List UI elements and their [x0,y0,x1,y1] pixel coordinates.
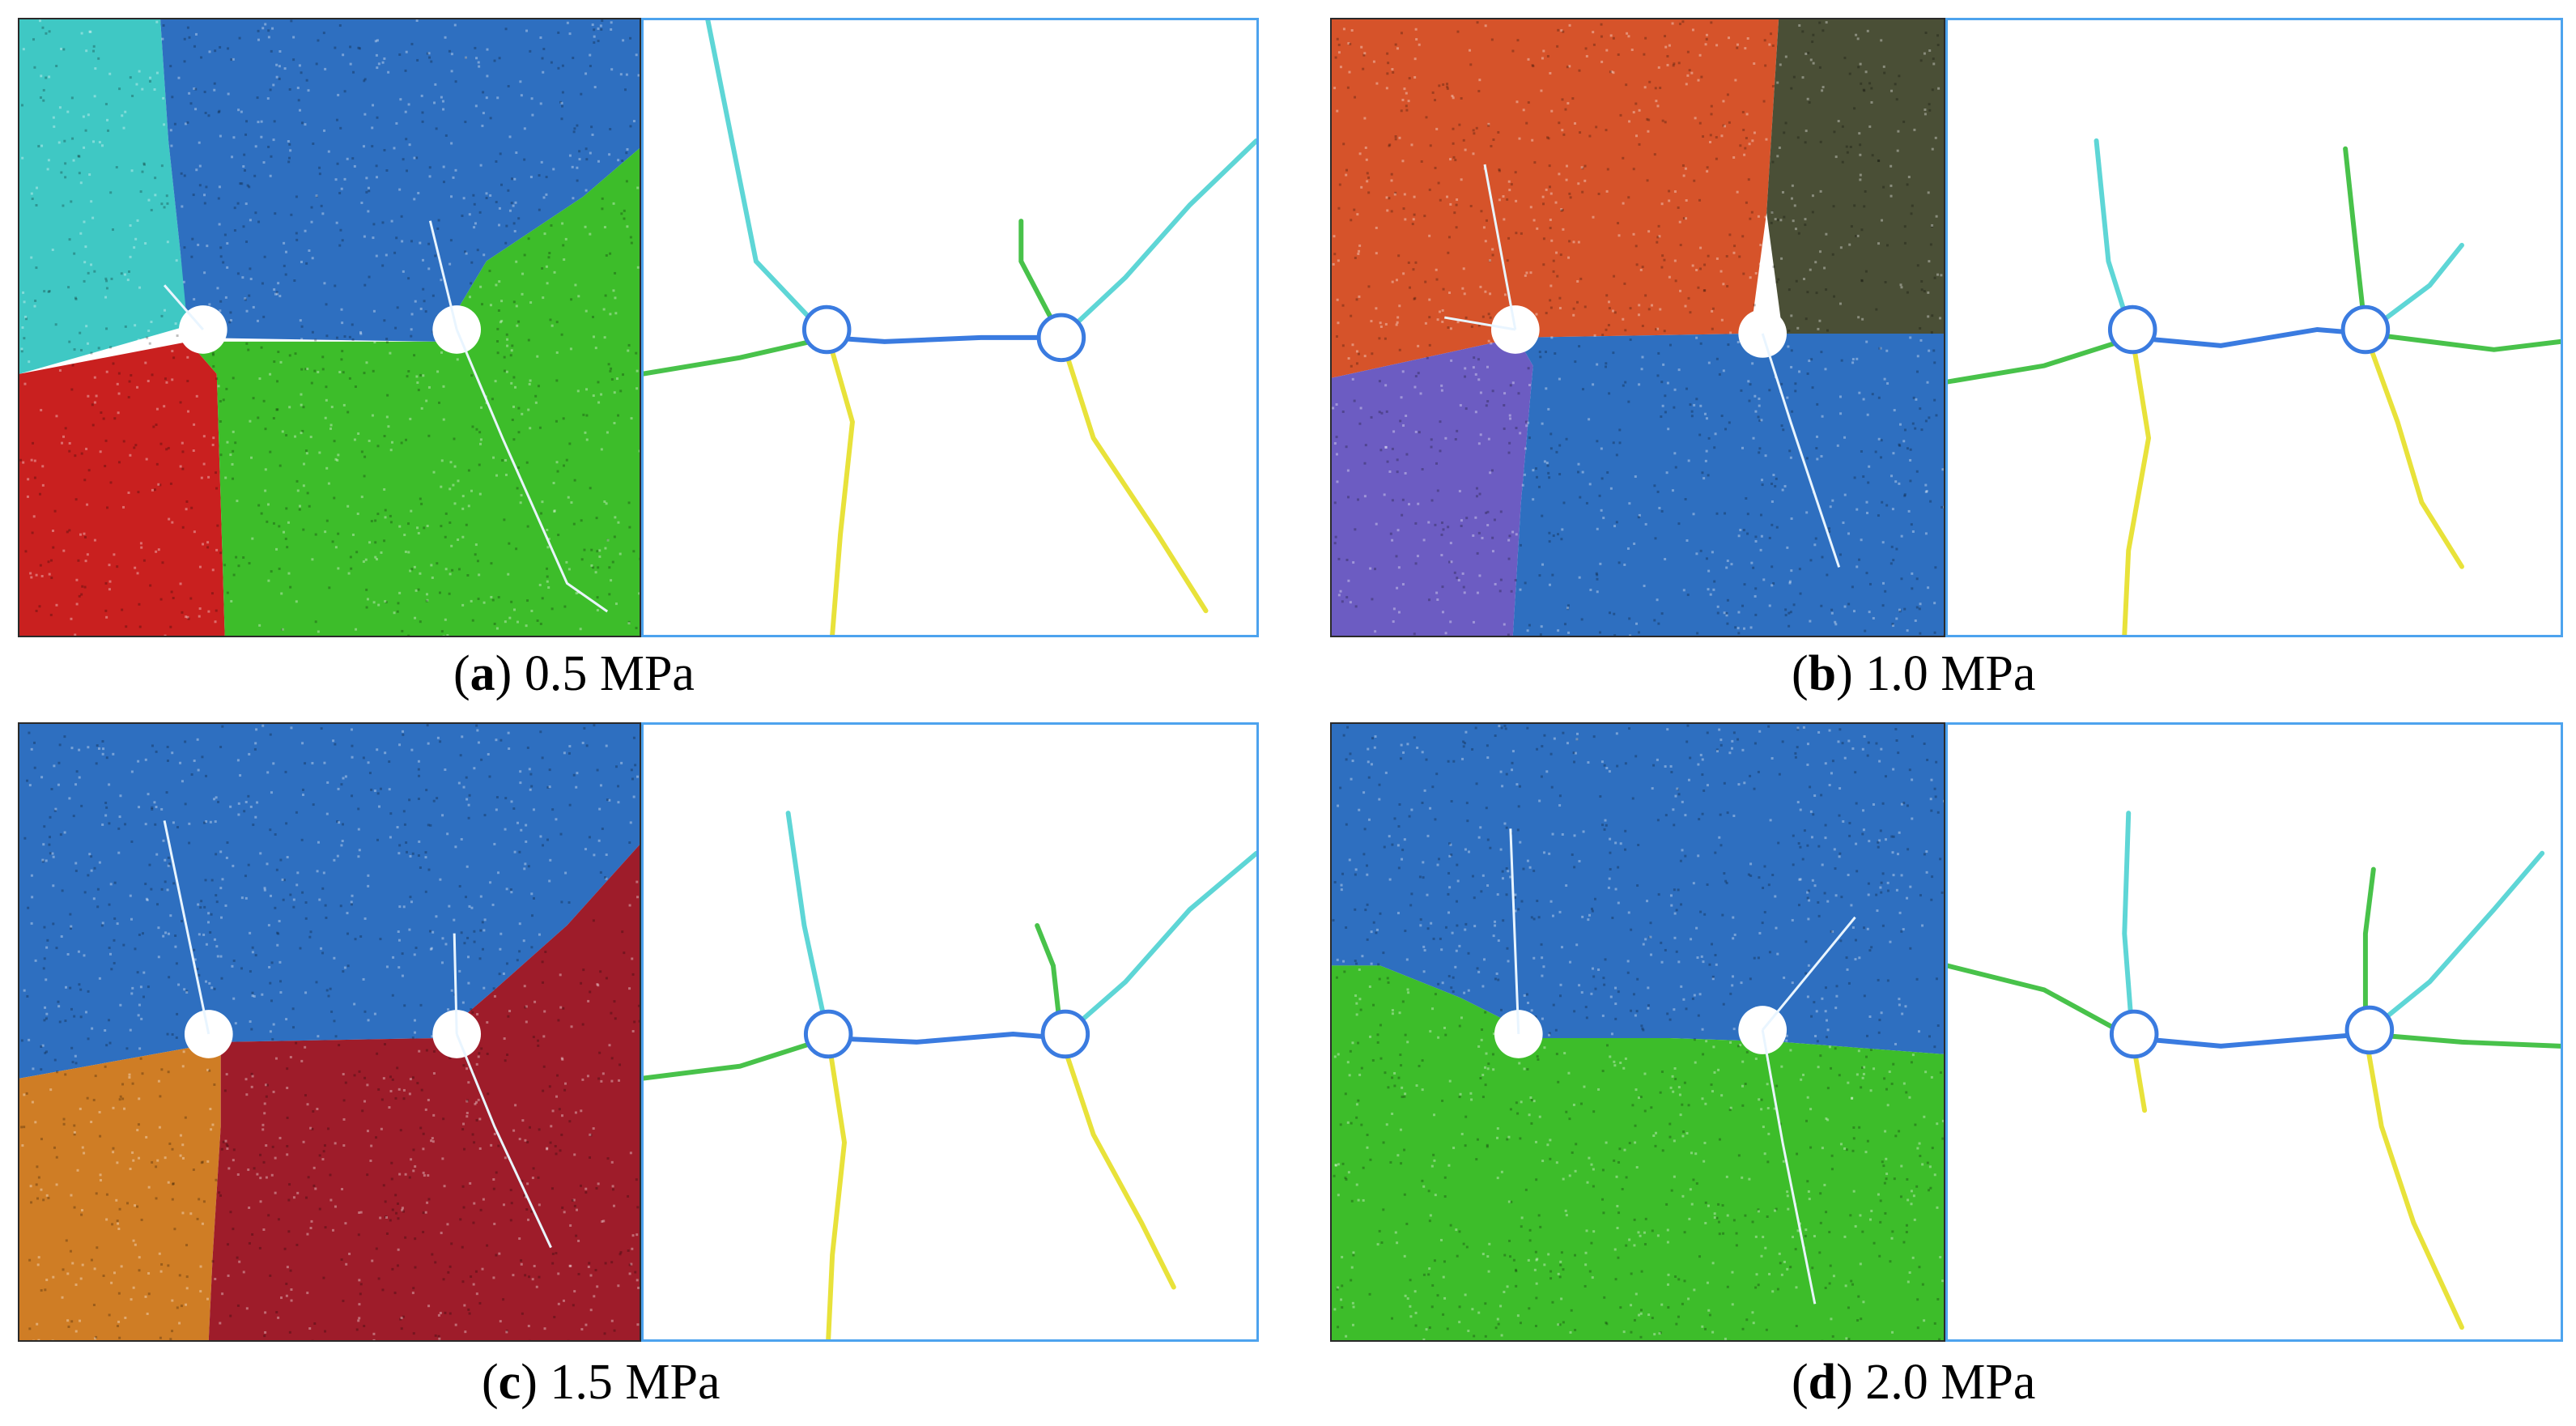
borehole-right [1738,309,1787,358]
grain-texture [1332,20,1944,636]
borehole-right-outline [2340,304,2391,355]
panel-b-caption: (b) 1.0 MPa [1792,646,2036,701]
fragment-bottom-left [19,1041,221,1340]
fragment-top-left [19,19,189,374]
borehole-right [1738,1006,1787,1054]
borehole-left-outline [2107,304,2157,355]
crack-trace [1444,164,1841,568]
panel-d-particle-model [1330,722,1945,1342]
borehole-left-outline [803,1009,853,1059]
borehole-right-outline [1040,1009,1090,1059]
borehole-left-outline [2109,1009,2159,1059]
fragment-bottom-right [208,845,640,1340]
borehole-left [1494,1010,1543,1058]
panel-a-caption: (a) 0.5 MPa [453,646,695,701]
panel-d-crack-map [1945,722,2563,1342]
panel-c-value: 1.5 MPa [550,1355,721,1410]
crack-network [644,811,1256,1339]
panel-a-letter: a [470,646,495,701]
panel-c-crack-map [641,722,1259,1342]
panel-c-particle-model [18,722,641,1342]
fragment-top-right [1766,19,1944,334]
crack-trace [1509,828,1856,1305]
fragment-bottom [1332,965,1944,1340]
grain-texture [20,724,640,1340]
panel-a-crack-map [641,18,1259,637]
panel-a-value: 0.5 MPa [524,646,695,701]
fragment-top-left [1332,19,1779,378]
crack-network [1948,811,2561,1330]
panel-b-letter: b [1808,646,1837,701]
panel-b-particle-model [1330,18,1945,637]
fragment-top-right [160,19,640,342]
panel-c-letter: c [498,1355,521,1410]
panel-d-caption: (d) 2.0 MPa [1792,1355,2036,1410]
fragment-bottom-left [19,341,225,636]
panel-b-value: 1.0 MPa [1865,646,2036,701]
panel-c-caption: (c) 1.5 MPa [482,1355,721,1410]
fragment-bottom-right [188,148,640,636]
borehole-left-outline [801,304,852,355]
borehole-left [184,1010,233,1058]
panel-d-letter: d [1808,1355,1837,1410]
fragment-top [1332,724,1944,1054]
crack-trace [163,220,609,613]
fragment-top [19,724,640,1079]
panel-a-particle-model [18,18,641,637]
crack-trace [163,820,552,1249]
crack-network [644,20,1256,635]
borehole-right-outline [2344,1005,2395,1055]
grain-texture [1332,724,1944,1340]
grain-texture [19,19,640,636]
fragment-bottom-right [1512,333,1944,636]
borehole-right-outline [1036,313,1086,363]
borehole-left [1490,305,1540,354]
crack-network [1948,138,2561,635]
panel-d-value: 2.0 MPa [1865,1355,2036,1410]
fragment-bottom-left [1332,337,1533,636]
panel-b-crack-map [1945,18,2563,637]
